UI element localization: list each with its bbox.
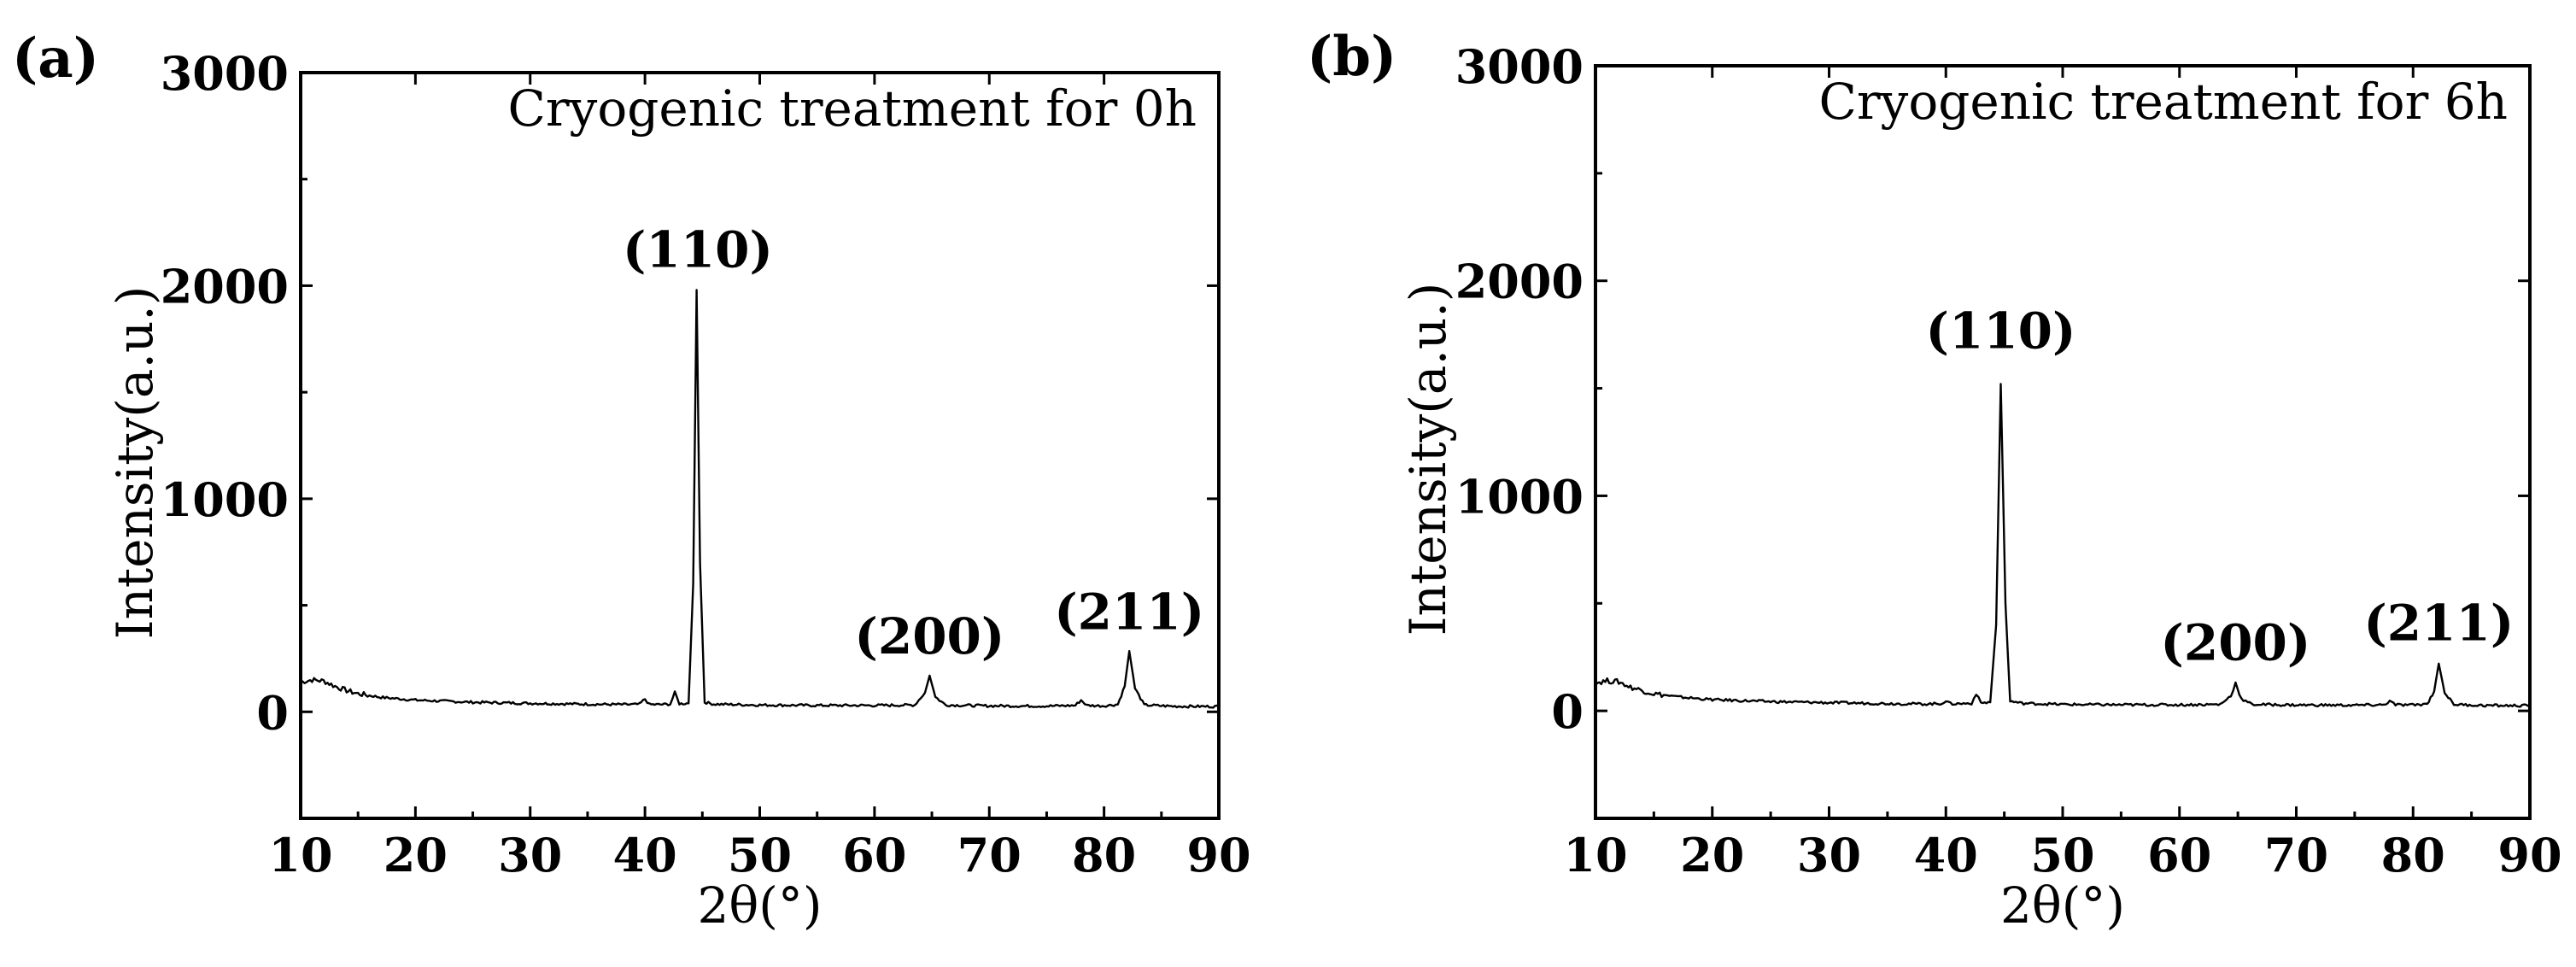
y-tick-label: 0 — [256, 685, 289, 740]
y-tick-label: 3000 — [1455, 39, 1584, 94]
x-tick-label: 40 — [1914, 828, 1978, 882]
x-tick-label: 60 — [842, 828, 906, 882]
plot-frame — [1594, 64, 2532, 820]
x-tick-label: 20 — [1680, 828, 1744, 882]
xrd-series-line — [1595, 383, 2531, 708]
treatment-annotation: Cryogenic treatment for 0h — [507, 79, 1197, 138]
x-tick-label: 10 — [1563, 828, 1627, 882]
y-axis-title: Intensity(a.u.) — [106, 286, 164, 640]
x-tick-label: 70 — [957, 828, 1022, 882]
panel-b: (b) 10 20 30 40 50 60 70 80 90 0 1000 2000 3000 2θ(°) I… — [1307, 25, 2562, 935]
x-tick-label: 50 — [728, 828, 792, 882]
panel-label: (a) — [12, 26, 99, 91]
plot-frame — [299, 71, 1221, 820]
peak-label: (200) — [854, 607, 1004, 665]
peak-label: (211) — [1054, 583, 1204, 641]
peak-label: (110) — [1926, 302, 2076, 360]
panel-a: (a) 10 20 30 40 50 60 70 80 90 0 1000 2000 3000 2θ(°) I… — [12, 26, 1251, 935]
x-tick-label: 30 — [1797, 828, 1861, 882]
x-tick-label: 60 — [2147, 828, 2211, 882]
y-tick-label: 1000 — [1455, 469, 1584, 524]
y-axis-title: Intensity(a.u.) — [1399, 283, 1457, 636]
x-tick-label: 40 — [613, 828, 677, 882]
xrd-series-line — [300, 289, 1220, 709]
x-tick-label: 90 — [2497, 828, 2561, 882]
peak-label: (211) — [2363, 595, 2514, 653]
x-tick-label: 80 — [2381, 828, 2445, 882]
x-tick-label: 80 — [1072, 828, 1136, 882]
x-tick-label: 50 — [2030, 828, 2094, 882]
x-tick-label: 30 — [498, 828, 562, 882]
x-axis-title: 2θ(°) — [2000, 876, 2125, 935]
y-tick-label: 2000 — [161, 259, 289, 314]
x-tick-label: 20 — [383, 828, 448, 882]
peak-label: (200) — [2160, 613, 2310, 671]
y-tick-label: 0 — [1551, 684, 1584, 739]
panel-label: (b) — [1307, 25, 1396, 89]
y-tick-label: 1000 — [161, 472, 289, 527]
x-axis-title: 2θ(°) — [697, 876, 822, 935]
x-tick-label: 90 — [1186, 828, 1250, 882]
y-tick-label: 2000 — [1455, 255, 1584, 309]
y-tick-label: 3000 — [161, 46, 289, 101]
x-tick-label: 10 — [268, 828, 332, 882]
peak-label: (110) — [623, 220, 773, 278]
x-tick-label: 70 — [2264, 828, 2328, 882]
treatment-annotation: Cryogenic treatment for 6h — [1818, 73, 2508, 131]
